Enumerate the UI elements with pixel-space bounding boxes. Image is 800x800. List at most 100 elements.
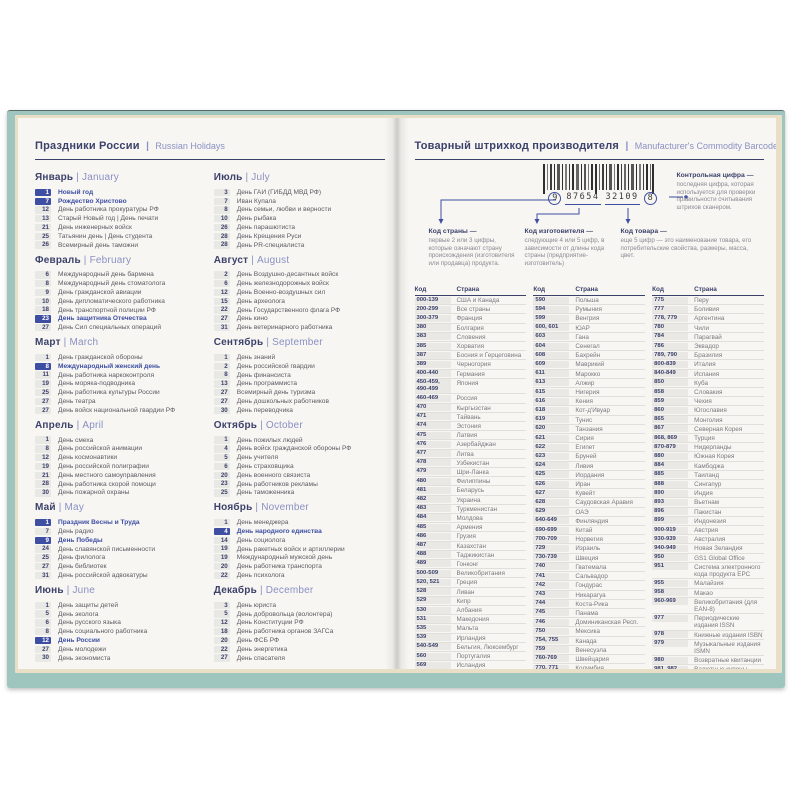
country-code-cell: 389 — [414, 360, 451, 368]
holiday-row: 7 День радио — [35, 527, 206, 536]
holiday-row: 15 День археолога — [213, 297, 385, 306]
country-code-cell: 531 — [414, 615, 451, 623]
table-row: 978 Книжные издания ISBN — [652, 631, 764, 640]
country-name-cell: Иордания — [575, 471, 605, 479]
holiday-date-chip: 27 — [213, 397, 230, 406]
holiday-row: 28 День Крещения Руси — [213, 232, 385, 241]
country-name-cell: Франция — [456, 315, 483, 323]
holiday-name: Рождество Христово — [58, 197, 127, 205]
holiday-row: 30 День переводчика — [213, 406, 385, 415]
holiday-row: 1 День менеджера — [213, 518, 385, 527]
country-name-cell: Италия — [694, 361, 716, 369]
table-row: 940-949 Новая Зеландия — [652, 544, 764, 554]
country-code-cell: 629 — [533, 508, 570, 516]
country-code-cell: 730-739 — [533, 554, 570, 562]
holiday-date-chip: 31 — [213, 324, 230, 332]
country-code-cell: 865 — [652, 416, 689, 424]
holiday-row: 19 День российской полиграфии — [35, 462, 206, 471]
holiday-row: 11 День работника наркоконтроля — [35, 371, 206, 380]
left-page-russian-holidays: Праздники России | Russian Holidays Янва… — [18, 118, 399, 669]
month-name-divider: | — [242, 172, 252, 183]
country-name-cell: ЮАР — [575, 324, 590, 332]
month-name-ru: Ноябрь — [213, 502, 253, 514]
holiday-name: Всемирный день таможни — [58, 241, 139, 249]
country-name-cell: Югославия — [694, 407, 727, 415]
table-row: 615 Нигерия — [533, 388, 646, 398]
country-name-cell: Панама — [575, 609, 599, 617]
month-block: Март | March 1 День гражданской обороны 8 Ме… — [35, 337, 206, 415]
table-row: 700-709 Норвегия — [533, 535, 646, 545]
country-name-cell: Северная Корея — [694, 425, 743, 433]
table-row: 625 Иордания — [533, 471, 646, 481]
country-column-header: Страна — [456, 286, 480, 293]
table-row: 885 Таиланд — [652, 471, 764, 481]
annotation-text: еще 5 цифр — это наименование товара, ег… — [620, 237, 752, 260]
holiday-row: 4 День народного единства — [213, 527, 385, 536]
holiday-row: 10 День дипломатического работника — [35, 297, 206, 306]
country-name-cell: Нидерланды — [694, 444, 732, 452]
month-heading: Апрель | April — [35, 420, 206, 431]
country-name-cell: Вьетнам — [694, 499, 720, 507]
country-code-cell: 640-649 — [533, 517, 570, 525]
country-code-cell: 951 — [652, 563, 689, 571]
table-row: 980 Возвратные квитанции — [652, 656, 764, 666]
holiday-name: День народного единства — [236, 528, 322, 535]
country-name-cell: Израиль — [575, 545, 601, 553]
country-name-cell: Россия — [456, 395, 478, 403]
country-code-cell: 621 — [533, 434, 570, 442]
table-row: 977 Периодические издания ISSN — [652, 614, 764, 631]
holiday-date-chip: 5 — [35, 610, 51, 618]
holiday-date-chip: 27 — [213, 315, 230, 323]
table-row: 500-509 Великобритания — [414, 569, 527, 579]
holiday-name: День социального работника — [58, 628, 148, 636]
country-name-cell: Южная Корея — [694, 453, 735, 461]
page-title-ru: Товарный штрихкод производителя — [414, 140, 620, 152]
country-code-cell: 777 — [652, 305, 689, 313]
holiday-row: 1 День смеха — [35, 436, 206, 445]
country-name-cell: Индия — [694, 490, 713, 498]
holiday-row: 27 День театра — [35, 397, 206, 406]
holiday-name: День менеджера — [236, 519, 289, 527]
month-heading: Февраль | February — [35, 255, 206, 266]
country-name-cell: Боливия — [694, 306, 720, 314]
holiday-row: 23 День защитника Отечества — [35, 315, 206, 324]
month-block: Сентябрь | September 1 День знаний 2 День ро… — [213, 337, 385, 415]
holiday-row: 27 Всемирный день туризма — [213, 388, 385, 397]
holiday-name: День ракетных войск и артиллерии — [236, 545, 345, 553]
holiday-date-chip: 22 — [213, 645, 230, 653]
holiday-name: День военного связиста — [236, 471, 311, 479]
table-row: 640-649 Финляндия — [533, 517, 646, 527]
annotation-text: следующие 4 или 5 цифр, в зависимости от… — [524, 237, 605, 267]
country-code-cell: 474 — [414, 422, 451, 430]
table-row: 859 Чехия — [652, 397, 764, 407]
holiday-name: День молодежи — [58, 645, 107, 653]
country-name-cell: Иран — [575, 481, 591, 489]
table-row: 629 ОАЭ — [533, 508, 646, 517]
holiday-name: День работника скорой помощи — [58, 480, 156, 488]
country-name-cell: Латвия — [456, 432, 478, 440]
month-name-en: February — [89, 254, 132, 266]
country-code-cell: 955 — [652, 579, 689, 587]
country-name-cell: Алжир — [575, 379, 595, 387]
holiday-date-chip: 30 — [35, 654, 51, 662]
holiday-date-chip: 25 — [213, 489, 230, 497]
month-name-en: June — [72, 584, 95, 596]
holiday-row: 8 День социального работника — [35, 627, 206, 636]
holiday-row: 30 День пожарной охраны — [35, 489, 206, 498]
holiday-row: 1 День гражданской обороны — [35, 353, 206, 362]
country-name-cell: Гондурас — [575, 582, 603, 590]
country-name-cell: Камбоджа — [694, 462, 724, 470]
holiday-name: День железнодорожных войск — [236, 280, 329, 288]
country-name-cell: Колумбия — [575, 665, 604, 669]
holiday-row: 22 День психолога — [213, 571, 385, 580]
country-name-cell: Танзания — [575, 425, 603, 433]
country-name-cell: ОАЭ — [575, 508, 589, 516]
country-name-cell: Румыния — [575, 306, 602, 314]
table-row: 530 Албания — [414, 606, 527, 616]
table-row: 486 Грузия — [414, 532, 527, 542]
holiday-row: 19 День ракетных войск и артиллерии — [213, 545, 385, 554]
holiday-name: День моряка-подводника — [58, 380, 136, 388]
holiday-row: 12 День космонавтики — [35, 453, 206, 462]
holiday-name: Международный мужской день — [236, 554, 333, 562]
holiday-date-chip: 30 — [35, 489, 51, 497]
